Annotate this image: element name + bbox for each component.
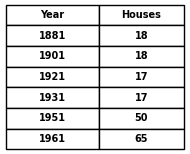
- Bar: [6, 87, 99, 108]
- Text: 1961: 1961: [39, 134, 66, 144]
- Bar: [99, 25, 184, 46]
- Text: 18: 18: [135, 31, 148, 41]
- Text: 65: 65: [135, 134, 148, 144]
- Bar: [99, 129, 184, 149]
- Bar: [6, 67, 99, 87]
- Bar: [6, 108, 99, 129]
- Text: 1901: 1901: [39, 51, 66, 61]
- Text: Year: Year: [40, 10, 64, 20]
- Bar: [6, 25, 99, 46]
- Bar: [99, 108, 184, 129]
- Text: 17: 17: [135, 93, 148, 103]
- Bar: [99, 67, 184, 87]
- Text: 1921: 1921: [39, 72, 66, 82]
- Bar: [6, 5, 99, 25]
- Text: 1881: 1881: [39, 31, 66, 41]
- Text: Houses: Houses: [121, 10, 161, 20]
- Bar: [6, 46, 99, 67]
- Bar: [99, 5, 184, 25]
- Text: 1951: 1951: [39, 113, 66, 123]
- Text: 1931: 1931: [39, 93, 66, 103]
- Text: 50: 50: [135, 113, 148, 123]
- Text: 17: 17: [135, 72, 148, 82]
- Bar: [6, 129, 99, 149]
- Bar: [99, 87, 184, 108]
- Bar: [99, 46, 184, 67]
- Text: 18: 18: [135, 51, 148, 61]
